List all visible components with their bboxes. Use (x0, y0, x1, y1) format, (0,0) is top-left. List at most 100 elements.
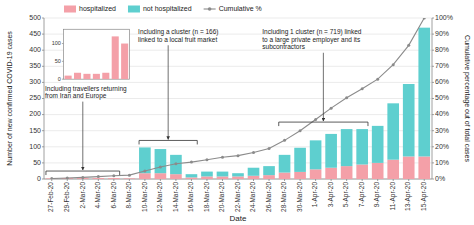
x-tick (191, 179, 192, 181)
line-point (81, 176, 84, 179)
line-point (112, 174, 115, 177)
x-tick (129, 179, 130, 181)
inset-bar (74, 73, 81, 79)
x-tick-label: 1-Apr-20 (311, 182, 319, 208)
line-point (345, 96, 348, 99)
annotation-arrow (323, 53, 324, 121)
bar (201, 172, 213, 177)
inset-bar (83, 74, 90, 79)
y2-axis-title: Cumulative percentage out of total cases (463, 35, 471, 162)
inset-y-tick (62, 43, 64, 44)
x-tick-label: 5-Apr-20 (342, 182, 350, 208)
inset-y-tick (62, 61, 64, 62)
line-point (361, 87, 364, 90)
x-tick-label: 30-Mar-20 (296, 182, 303, 212)
x-tick-label: 29-Feb-20 (63, 182, 70, 212)
line-point (407, 44, 410, 47)
legend-label: hospitalized (79, 5, 116, 13)
x-tick-label: 18-Mar-20 (203, 182, 210, 212)
x-tick (238, 179, 239, 181)
line-point (97, 175, 100, 178)
x-tick-label: 15-Apr-20 (420, 182, 428, 211)
line-point (283, 139, 286, 142)
y-tick-label: 150 (29, 127, 41, 134)
x-tick-label: 24-Mar-20 (249, 182, 256, 212)
x-tick-label: 7-Apr-20 (358, 182, 366, 208)
line-point (174, 162, 177, 165)
y-tick (42, 98, 44, 99)
inset-plot-area (65, 36, 129, 79)
inset-chart: 050100 (52, 29, 130, 81)
line (52, 18, 424, 179)
y2-tick-label: 10% (435, 159, 449, 166)
y2-tick (432, 18, 434, 19)
line-point (314, 118, 317, 121)
legend-label: Cumulative % (219, 5, 262, 12)
y2-tick-label: 70% (435, 62, 449, 69)
y2-tick (432, 130, 434, 131)
line-point (299, 129, 302, 132)
x-tick-label: 3-Apr-20 (327, 182, 335, 208)
legend-swatch (208, 7, 212, 11)
x-tick (300, 179, 301, 181)
bar (201, 176, 213, 179)
x-tick-label: 28-Mar-20 (280, 182, 287, 212)
y2-tick (432, 98, 434, 99)
annotation: Including a cluster (n = 166)linked to a… (138, 28, 218, 43)
bar (139, 173, 151, 179)
bar (387, 160, 399, 179)
bar (325, 134, 337, 168)
x-tick (284, 179, 285, 181)
x-tick (144, 179, 145, 181)
grid-line (44, 114, 432, 115)
annotation-bracket (46, 171, 120, 175)
y2-tick-label: 100% (435, 14, 453, 21)
bar (170, 174, 182, 179)
y2-tick-label: 90% (435, 30, 449, 37)
inset-frame (63, 29, 129, 79)
x-tick (160, 179, 161, 181)
bar (232, 173, 244, 176)
y2-tick-label: 30% (435, 127, 449, 134)
bar (356, 129, 368, 164)
y-tick-label: 400 (29, 46, 41, 53)
y-tick (42, 146, 44, 147)
inset-bar (112, 36, 119, 79)
annotation: Including travellers returningfrom Iran … (45, 85, 127, 101)
bar (418, 28, 430, 157)
x-tick-label: 10-Mar-20 (141, 182, 148, 212)
bar (186, 177, 198, 179)
bar (341, 129, 353, 166)
grid (44, 18, 432, 179)
line-point (128, 174, 131, 177)
bar (372, 126, 384, 163)
y2-tick-label: 50% (435, 94, 449, 101)
x-tick (67, 179, 68, 181)
line-point (50, 177, 53, 179)
line-point (190, 161, 193, 164)
annotation: Including 1 cluster (n = 719) linkedto a… (262, 28, 362, 50)
line-point (143, 169, 146, 172)
grid-line (44, 18, 432, 19)
line-point (252, 151, 255, 154)
x-tick-label: 4-Mar-20 (94, 182, 101, 209)
x-tick (346, 179, 347, 181)
x-tick (222, 179, 223, 181)
x-tick (51, 179, 52, 181)
legend: hospitalizednot hospitalizedCumulative % (64, 5, 262, 13)
line-point (159, 165, 162, 168)
bar (108, 178, 120, 179)
y2-tick-label: 0% (435, 175, 445, 182)
y-tick-label: 300 (29, 78, 41, 85)
x-tick (315, 179, 316, 181)
bar (310, 140, 322, 169)
y-tick (42, 66, 44, 67)
bar (217, 176, 229, 179)
x-tick-label: 12-Mar-20 (156, 182, 163, 212)
bar (263, 166, 275, 175)
bar (279, 173, 291, 179)
y-tick (42, 34, 44, 35)
inset-bar (121, 44, 128, 80)
y-tick-label: 350 (29, 62, 41, 69)
x-tick (269, 179, 270, 181)
